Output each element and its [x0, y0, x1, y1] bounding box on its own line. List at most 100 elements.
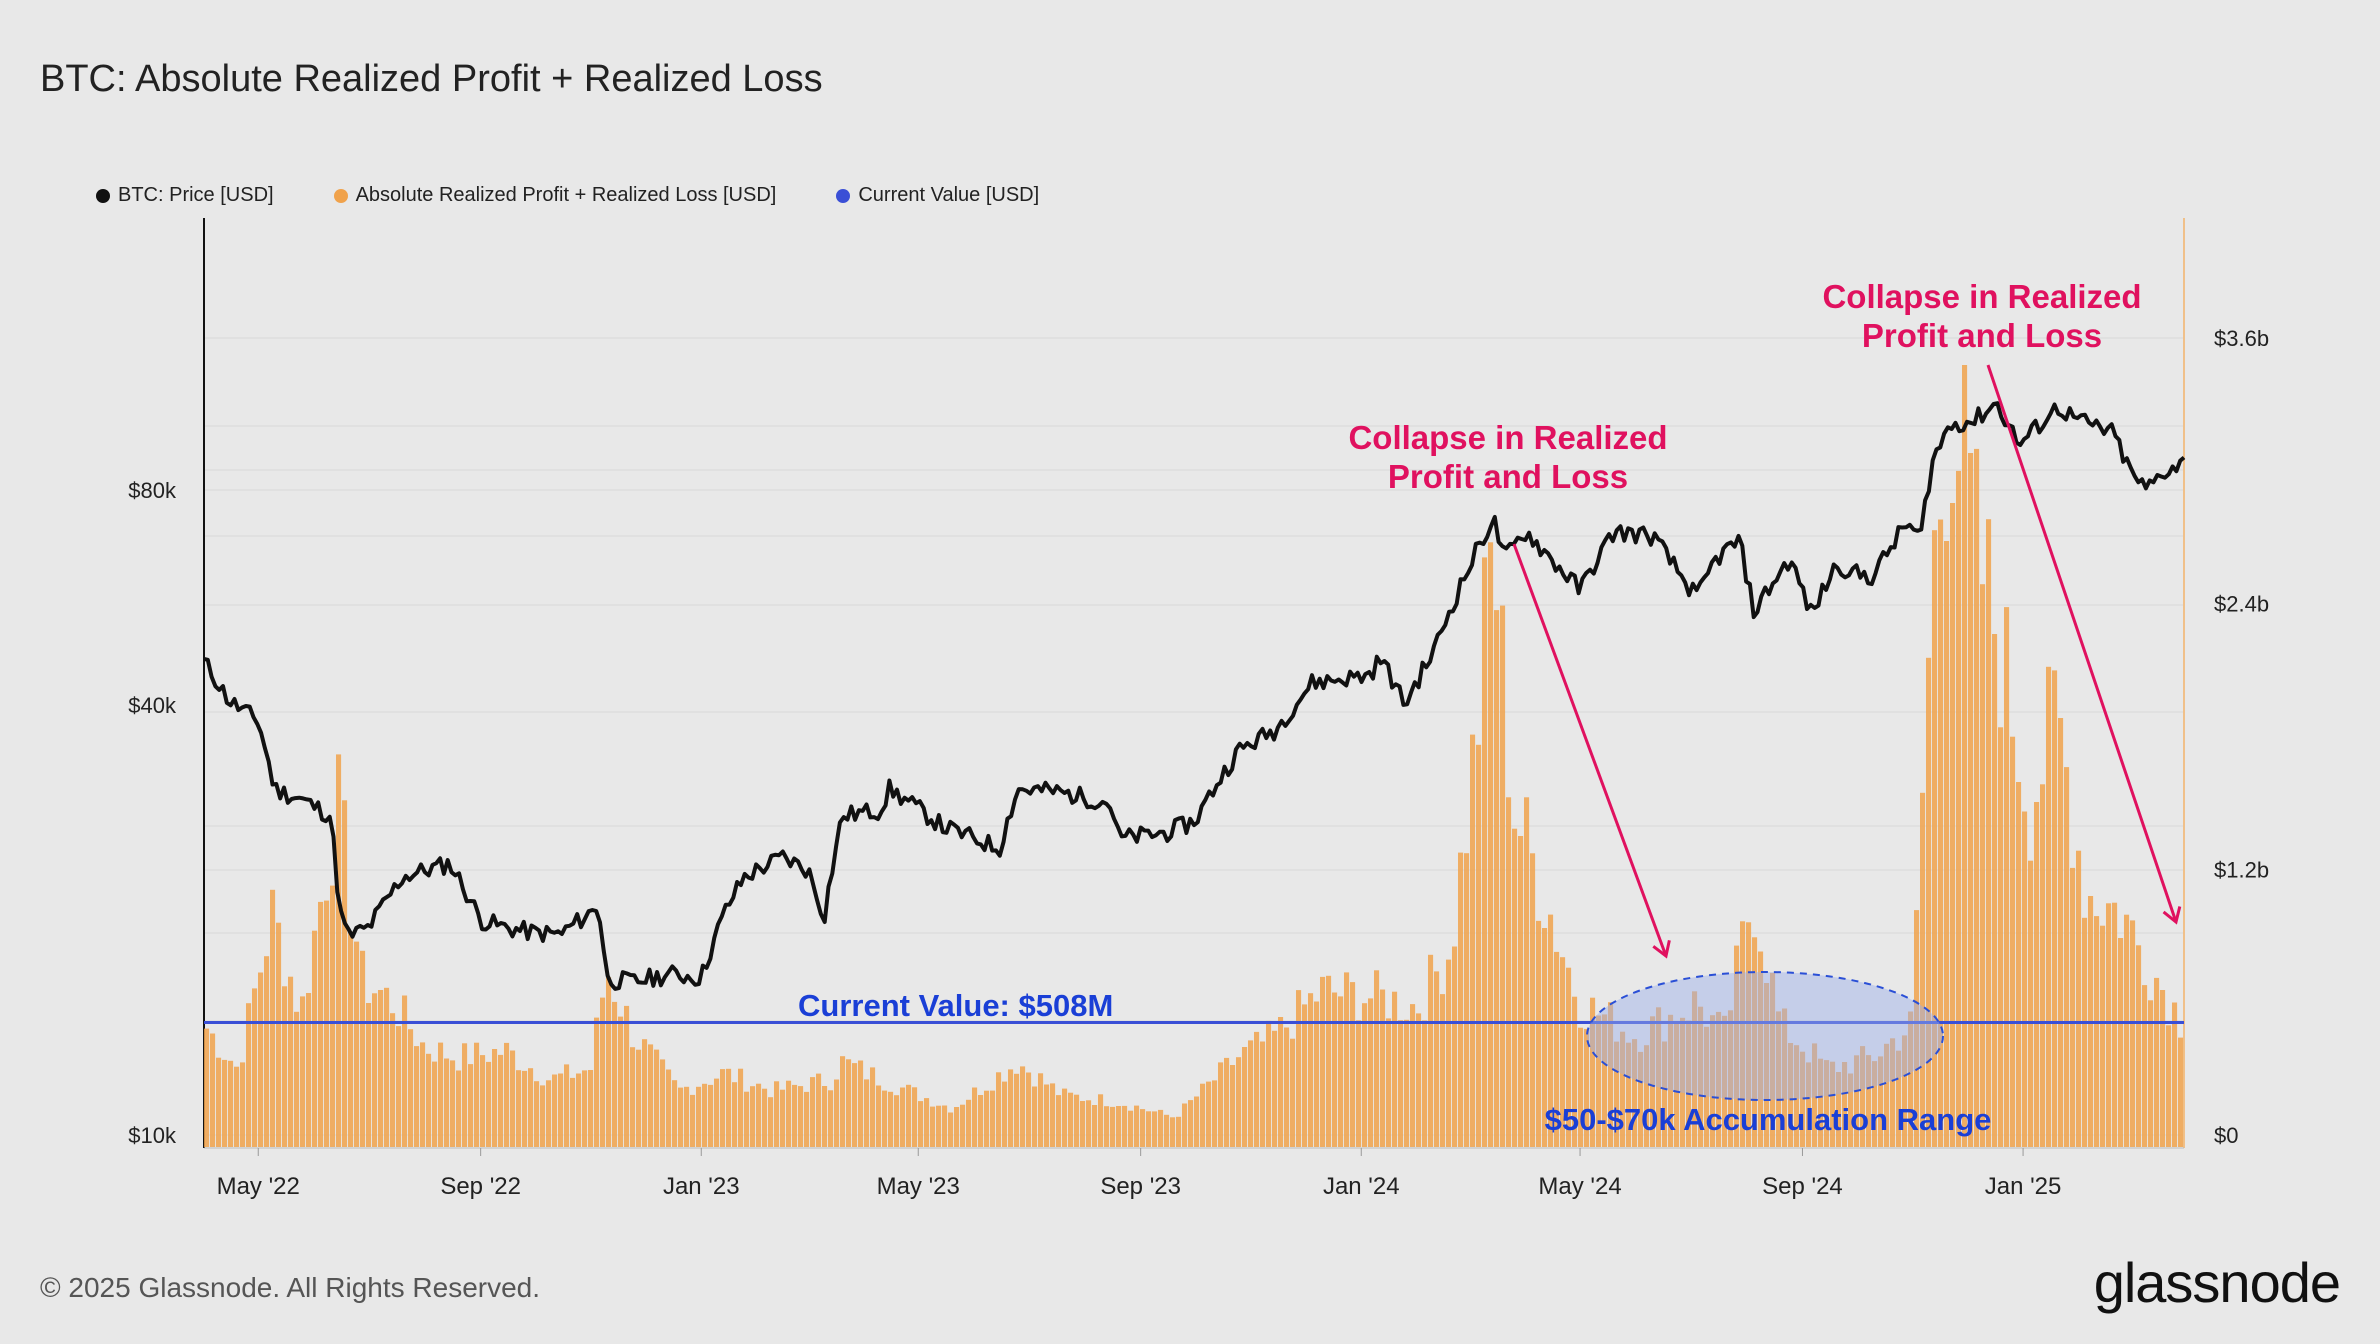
realized-bar: [1296, 990, 1302, 1147]
realized-bar: [2052, 670, 2058, 1147]
realized-bar: [1776, 1011, 1782, 1147]
realized-bar: [852, 1063, 858, 1147]
realized-bar: [894, 1095, 900, 1147]
realized-bar: [936, 1105, 942, 1147]
realized-bar: [1182, 1103, 1188, 1147]
realized-bar: [780, 1089, 786, 1147]
realized-bar: [2034, 802, 2040, 1147]
realized-bar: [1104, 1106, 1110, 1147]
realized-bar: [840, 1056, 846, 1147]
realized-bar: [1944, 541, 1950, 1147]
realized-bar: [1488, 542, 1494, 1147]
realized-bar: [492, 1049, 498, 1147]
realized-bar: [2094, 916, 2100, 1147]
realized-bar: [1650, 1016, 1656, 1147]
realized-bar: [1800, 1051, 1806, 1147]
realized-bar: [1152, 1111, 1158, 1147]
realized-bar: [1266, 1020, 1272, 1147]
realized-bar: [1308, 993, 1314, 1147]
realized-bar: [1200, 1083, 1206, 1147]
realized-bar: [486, 1061, 492, 1147]
realized-bar: [828, 1090, 834, 1147]
realized-bar: [756, 1083, 762, 1147]
realized-bar: [1878, 1056, 1884, 1147]
realized-bar: [1344, 972, 1350, 1147]
realized-bar: [1470, 734, 1476, 1147]
legend-label-current: Current Value [USD]: [858, 184, 1040, 206]
realized-bar: [1722, 1015, 1728, 1147]
realized-bar: [1428, 954, 1434, 1147]
realized-bar: [438, 1042, 444, 1147]
annotation-collapse-2-line: Profit and Loss: [1862, 317, 2102, 354]
realized-bar: [2112, 902, 2118, 1147]
realized-bar: [348, 931, 354, 1147]
realized-bar: [2154, 977, 2160, 1147]
arrow-collapse-1: [1512, 543, 1668, 957]
realized-bar: [2064, 767, 2070, 1147]
legend-item-realized[interactable]: Absolute Realized Profit + Realized Loss…: [333, 184, 777, 207]
realized-bar: [1824, 1060, 1830, 1147]
realized-bar: [1050, 1083, 1056, 1147]
realized-bar: [1350, 982, 1356, 1147]
accumulation-range-ellipse: [1586, 971, 1944, 1101]
realized-bar: [1170, 1117, 1176, 1147]
realized-bar: [204, 1028, 210, 1147]
realized-bar: [1278, 1017, 1284, 1147]
realized-bar: [210, 1033, 216, 1147]
realized-bar: [1458, 852, 1464, 1147]
realized-bar: [408, 1029, 414, 1147]
realized-bar: [552, 1074, 558, 1147]
realized-bar: [1752, 937, 1758, 1147]
realized-bar: [1140, 1109, 1146, 1147]
x-tick-label: Sep '22: [440, 1173, 521, 1200]
realized-bar: [2004, 607, 2010, 1147]
realized-bar: [1842, 1062, 1848, 1147]
price-line: [203, 401, 2186, 991]
realized-bar: [258, 972, 264, 1147]
realized-bar: [1374, 970, 1380, 1147]
realized-bar: [420, 1042, 426, 1147]
realized-bar: [390, 1013, 396, 1147]
realized-bar: [1446, 959, 1452, 1147]
realized-bar: [942, 1105, 948, 1147]
legend-item-current[interactable]: Current Value [USD]: [836, 184, 1039, 207]
left-tick-label: $10k: [128, 1123, 177, 1148]
realized-bar: [1566, 967, 1572, 1147]
realized-bar: [426, 1053, 432, 1147]
annotation-collapse-1: Collapse in Realized Profit and Loss: [1348, 419, 1667, 495]
legend: BTC: Price [USD] Absolute Realized Profi…: [96, 184, 1039, 207]
realized-bar: [1044, 1084, 1050, 1147]
realized-bar: [1938, 519, 1944, 1147]
realized-bar: [1686, 1020, 1692, 1147]
realized-bar: [1080, 1101, 1086, 1147]
realized-bar: [1002, 1081, 1008, 1147]
realized-bar: [912, 1087, 918, 1147]
realized-bar: [1536, 920, 1542, 1147]
realized-bar: [270, 889, 276, 1147]
realized-bar: [858, 1060, 864, 1147]
realized-bar: [906, 1084, 912, 1147]
realized-bar: [1992, 634, 1998, 1147]
realized-bar: [240, 1062, 246, 1147]
realized-bar: [666, 1069, 672, 1147]
legend-label-realized: Absolute Realized Profit + Realized Loss…: [355, 184, 777, 206]
realized-bar: [1818, 1058, 1824, 1147]
realized-bar: [2046, 666, 2052, 1147]
realized-bar: [222, 1059, 228, 1147]
realized-bar: [1920, 792, 1926, 1147]
realized-bar: [354, 941, 360, 1147]
realized-bar: [1608, 1002, 1614, 1147]
realized-bar: [1218, 1062, 1224, 1147]
realized-bar: [1092, 1105, 1098, 1147]
realized-bar: [1692, 991, 1698, 1147]
realized-bar: [624, 1005, 630, 1147]
realized-bar: [1176, 1116, 1182, 1147]
realized-bar: [1788, 1043, 1794, 1147]
realized-bar: [1434, 971, 1440, 1147]
realized-bar: [1518, 836, 1524, 1147]
realized-bar: [1314, 1001, 1320, 1147]
realized-bar: [2178, 1037, 2184, 1147]
realized-bar: [1764, 983, 1770, 1147]
realized-bar: [246, 1003, 252, 1147]
legend-item-price[interactable]: BTC: Price [USD]: [96, 184, 274, 207]
